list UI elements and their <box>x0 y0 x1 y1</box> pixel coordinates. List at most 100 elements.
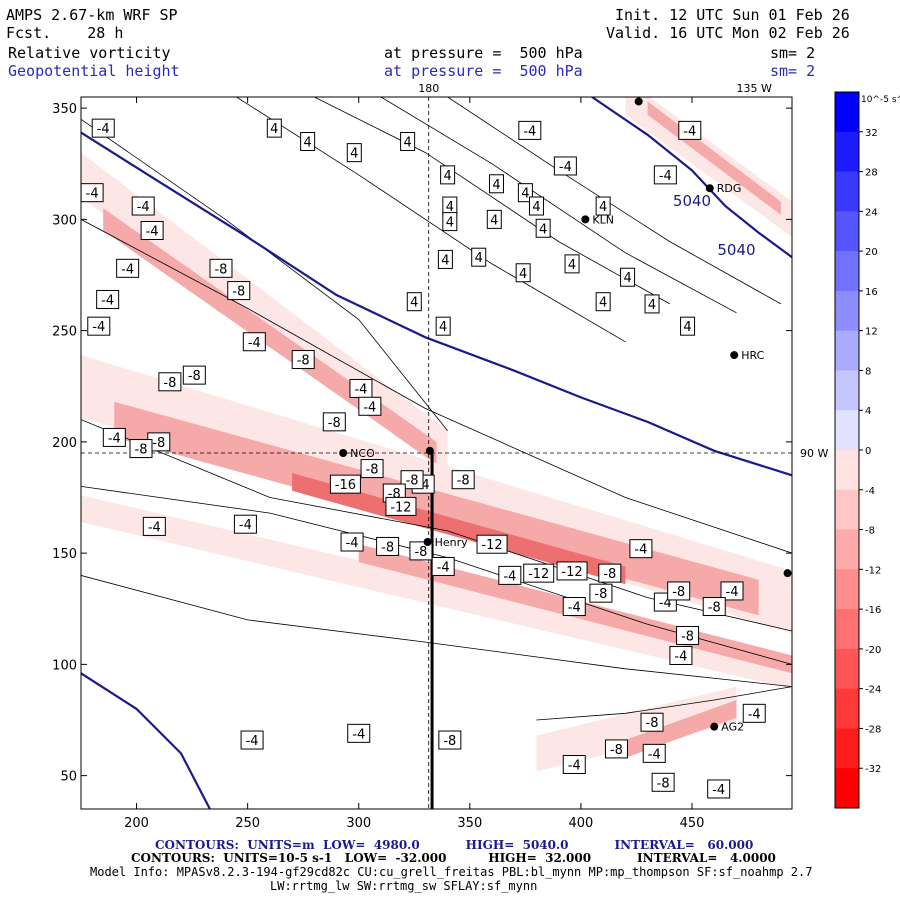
contour-label-box <box>642 743 666 763</box>
contour-label: -8 <box>589 583 613 603</box>
contour-label-text: -12 <box>481 538 502 553</box>
colorbar-swatch <box>835 450 859 491</box>
contour-label-box <box>340 532 364 552</box>
contour-label-box <box>471 247 487 267</box>
contour-labels: -4 -4 -4 -4 -4 -4 -4 -4 -4 -4 -4 -4 -4 -4 -4 -4 -4 -4 -4 -4… <box>81 118 766 799</box>
colorbar-swatch <box>835 171 859 212</box>
contour-label: -12 <box>385 496 417 516</box>
valid-time: Valid. 16 UTC Mon 02 Feb 26 <box>606 24 850 42</box>
contour-label: -8 <box>227 281 251 301</box>
contour-label-text: -4 <box>503 569 516 584</box>
contour-label: -8 <box>376 536 400 556</box>
contour-label-text: 4 <box>599 296 607 311</box>
contour-label-box <box>742 703 766 723</box>
station-label: KLN <box>592 213 614 226</box>
vorticity-contour-line <box>536 686 792 721</box>
contour-label: 4 <box>346 143 362 163</box>
contour-label-text: -8 <box>594 587 607 602</box>
contour-label-box <box>528 196 544 216</box>
contour-label-box <box>96 289 120 309</box>
contour-label: 4 <box>437 249 453 269</box>
x-tick-label: 350 <box>457 816 482 831</box>
contour-label-box <box>604 739 628 759</box>
contour-label-text: -16 <box>335 478 356 493</box>
meridian-label: 180 <box>418 82 439 95</box>
station-dot <box>339 449 348 457</box>
colorbar-swatch <box>835 410 859 451</box>
contour-label-text: -4 <box>559 160 572 175</box>
contour-label-box <box>702 597 726 617</box>
contour-label-box <box>535 218 551 238</box>
marker-dot <box>783 569 792 578</box>
contour-label-text: -8 <box>708 601 721 616</box>
contour-label-text: -8 <box>381 540 394 555</box>
model-info-2: LW:rrtmg_lw SW:rrtmg_sw SFLAY:sf_mynn <box>270 879 538 893</box>
contour-label-text: -4 <box>346 536 359 551</box>
contour-label-box <box>595 292 611 312</box>
contour-label: -8 <box>702 597 726 617</box>
contour-label-box <box>347 723 371 743</box>
contour-label-box <box>629 539 653 559</box>
contour-label-text: -4 <box>748 707 761 722</box>
contour-label: -8 <box>451 470 475 490</box>
contour-label-text: -4 <box>634 543 647 558</box>
contour-label-text: -4 <box>437 560 450 575</box>
contour-label-text: 4 <box>623 271 631 286</box>
contour-label-text: -4 <box>354 382 367 397</box>
contour-label: -4 <box>669 645 693 665</box>
colorbar-tick-label: 32 <box>865 128 878 139</box>
contour-label: -4 <box>116 258 140 278</box>
meridian-label: 90 W <box>800 447 828 460</box>
contour-label-text: -8 <box>232 285 245 300</box>
contour-label: -12 <box>556 561 588 581</box>
contour-label: 4 <box>442 212 458 232</box>
contour-label-text: -8 <box>610 743 623 758</box>
contour-label: -4 <box>91 118 115 138</box>
x-tick-label: 400 <box>569 816 594 831</box>
contour-label-text: 4 <box>439 320 447 335</box>
contour-label: -4 <box>81 183 104 203</box>
station-rdg: RDG <box>705 182 741 195</box>
station-dot <box>423 538 432 546</box>
contour-label-text: -4 <box>146 225 159 240</box>
contour-label: -8 <box>604 739 628 759</box>
contour-label-text: 4 <box>599 200 607 215</box>
contour-label-text: -4 <box>726 585 739 600</box>
contour-label-text: 4 <box>270 122 278 137</box>
colorbar-swatch <box>835 211 859 252</box>
contour-label: 4 <box>300 132 316 151</box>
contour-label: -8 <box>400 470 424 490</box>
contour-label: -8 <box>651 772 675 792</box>
vorticity-contour-line <box>314 97 670 305</box>
contour-label: 4 <box>564 254 580 274</box>
vorticity-contour-line <box>81 419 792 632</box>
station-ag2: AG2 <box>710 721 744 734</box>
colorbar-swatch <box>835 251 859 292</box>
contour-label: 4 <box>595 292 611 312</box>
vorticity-contour-line <box>380 97 737 314</box>
contour-label-box <box>431 556 455 576</box>
colorbar-tick-label: 20 <box>865 247 878 258</box>
colorbar-swatch <box>835 290 859 332</box>
neg-band-south-mid <box>625 700 737 758</box>
contour-label: -4 <box>140 221 164 240</box>
contour-label-text: -4 <box>97 122 110 137</box>
field2-name: Geopotential height <box>8 62 180 80</box>
contour-label-text: 4 <box>410 296 418 311</box>
contour-label-text: -8 <box>646 716 659 731</box>
contour-label-text: -4 <box>148 520 161 535</box>
neg-band-main-strong <box>292 473 626 585</box>
contour-label-text: 4 <box>403 136 411 151</box>
contour-label-text: -4 <box>92 320 105 335</box>
contour-label-box <box>667 581 691 601</box>
contour-label: -4 <box>96 289 120 309</box>
field2-pressure: at pressure = 500 hPa <box>384 62 583 80</box>
y-tick-label: 200 <box>52 436 77 451</box>
contour-label-text: -4 <box>101 293 114 308</box>
contour-label-box <box>358 396 382 416</box>
contour-label-box <box>517 183 533 203</box>
forecast-hour: Fcst. 28 h <box>6 24 124 42</box>
x-tick-label: 250 <box>235 816 260 831</box>
contour-label-box <box>102 427 126 447</box>
contour-label-box <box>158 372 182 392</box>
